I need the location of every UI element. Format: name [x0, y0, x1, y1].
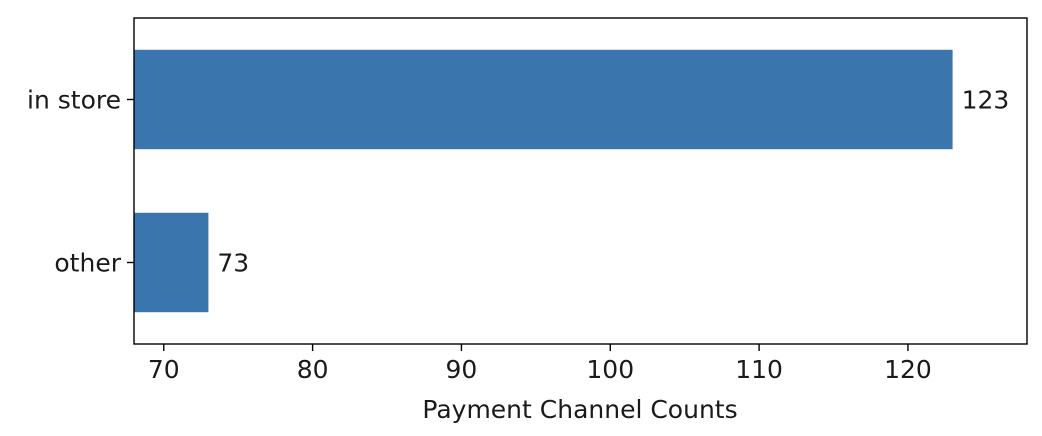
x-tick-label-90: 90 [446, 355, 478, 384]
y-tick-label-in-store: in store [27, 86, 121, 115]
x-tick-label-110: 110 [735, 355, 783, 384]
y-tick-label-other: other [54, 249, 121, 278]
bar-value-label-other: 73 [217, 249, 249, 278]
bar-value-label-in-store: 123 [962, 86, 1010, 115]
x-tick-label-120: 120 [884, 355, 932, 384]
bar-in-store [134, 49, 953, 150]
bars-group [134, 49, 953, 313]
bar-other [134, 212, 209, 313]
plot-frame [133, 17, 1028, 345]
y-axis: in store other [27, 86, 134, 278]
bar-value-labels: 123 73 [217, 86, 1009, 278]
x-tick-label-100: 100 [586, 355, 634, 384]
x-tick-label-70: 70 [148, 355, 180, 384]
x-axis: 70 80 90 100 110 120 [148, 344, 932, 384]
x-axis-label: Payment Channel Counts [422, 395, 737, 424]
x-tick-label-80: 80 [297, 355, 329, 384]
